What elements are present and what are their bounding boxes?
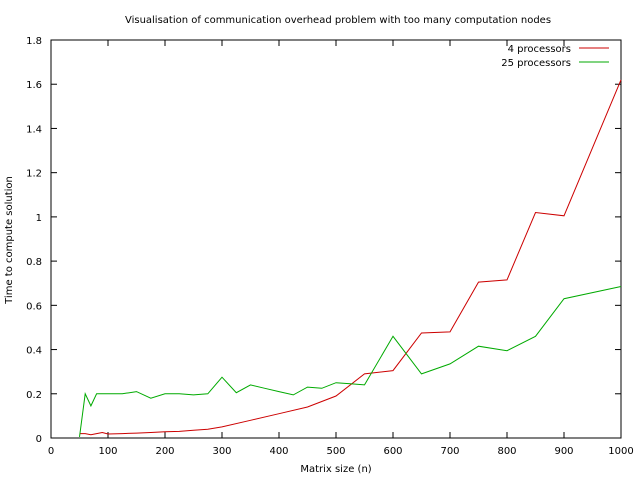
y-tick-label: 0.4 — [26, 346, 42, 357]
axis-ticks: 0 100 200 300 400 500 600 700 800 900 1000 0 0.2 0.4 0… — [26, 36, 634, 457]
y-tick-label: 0.8 — [26, 257, 42, 268]
plot-frame — [50, 39, 622, 439]
x-tick-label: 1000 — [608, 446, 633, 457]
x-tick-label: 400 — [269, 446, 288, 457]
y-tick-label: 0.6 — [26, 301, 42, 312]
y-tick-label: 0 — [36, 434, 42, 445]
y-tick-label: 1 — [36, 213, 42, 224]
legend-label: 4 processors — [508, 44, 571, 55]
x-axis-label: Matrix size (n) — [300, 464, 371, 475]
y-tick-label: 1.6 — [26, 80, 42, 91]
x-tick-label: 800 — [497, 446, 516, 457]
x-tick-label: 500 — [326, 446, 345, 457]
y-tick-label: 1.2 — [26, 169, 42, 180]
x-tick-label: 0 — [48, 446, 54, 457]
y-tick-label: 0.2 — [26, 390, 42, 401]
legend: 4 processors 25 processors — [501, 44, 609, 69]
x-tick-label: 200 — [155, 446, 174, 457]
x-tick-label: 900 — [554, 446, 573, 457]
x-tick-label: 600 — [383, 446, 402, 457]
series-line-1 — [79, 79, 622, 436]
series-lines — [79, 79, 622, 437]
y-axis-label: Time to compute solution — [4, 176, 15, 305]
chart-title: Visualisation of communication overhead … — [125, 15, 551, 26]
series-line-2 — [79, 286, 622, 437]
x-tick-label: 100 — [98, 446, 117, 457]
x-tick-label: 700 — [440, 446, 459, 457]
legend-label: 25 processors — [501, 58, 571, 69]
x-tick-label: 300 — [212, 446, 231, 457]
y-tick-label: 1.8 — [26, 36, 42, 47]
y-tick-label: 1.4 — [26, 124, 42, 135]
